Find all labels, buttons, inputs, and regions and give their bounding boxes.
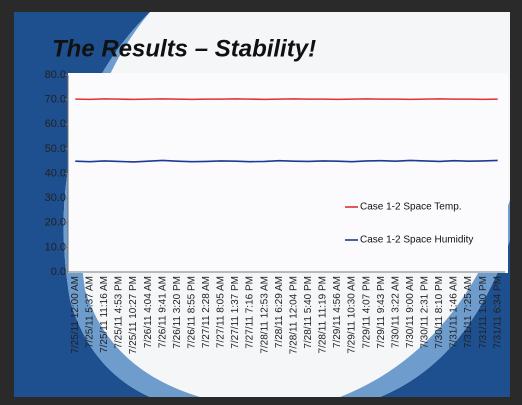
x-tick-label: 7/31/11 1:00 PM [478,276,489,349]
x-tick-label: 7/28/11 11:19 PM [318,276,329,353]
x-tick-label: 7/29/11 4:56 AM [332,276,343,348]
x-tick-label: 7/26/11 9:41 AM [157,276,168,348]
x-tick-label: 7/25/11 10:27 PM [128,276,139,354]
x-tick-label: 7/25/11 5:37 AM [84,276,95,348]
x-tick-label: 7/28/11 5:40 PM [303,276,314,349]
x-tick-label: 7/27/11 2:28 AM [201,276,212,348]
x-tick-label: 7/25/11 4:53 PM [114,276,125,349]
y-tick-label: 60.0 [45,118,66,130]
x-tick-label: 7/26/11 4:04 AM [143,276,154,348]
y-tick-label: 70.0 [45,94,66,106]
x-tick-label: 7/30/11 3:22 AM [390,276,401,348]
x-tick-label: 7/28/11 12:53 AM [259,276,270,354]
x-tick-label: 7/27/11 8:05 AM [216,276,227,348]
y-tick-label: 50.0 [45,143,66,155]
slide-photo: The Results – Stability! 0.0 10.0 20.0 30.0… [0,0,522,405]
x-tick-label: 7/29/11 4:07 PM [361,276,372,349]
x-tick-label: 7/29/11 9:43 PM [376,276,387,349]
x-tick-label: 7/25/11 12:00 AM [70,276,81,354]
y-tick-label: 40.0 [45,167,66,179]
x-tick-label: 7/30/11 9:00 AM [405,276,416,348]
chart-title: The Results – Stability! [52,35,316,62]
x-tick-label: 7/25/11 11:16 AM [99,276,110,353]
x-tick-label: 7/27/11 7:16 PM [245,276,256,349]
x-tick-label: 7/31/11 7:25 AM [463,276,474,348]
y-tick-label: 80.0 [45,69,66,81]
x-tick-label: 7/31/11 1:46 AM [449,276,460,348]
x-tick-label: 7/30/11 8:10 PM [434,276,445,349]
y-tick-label: 20.0 [45,217,66,229]
x-tick-label: 7/26/11 3:20 PM [172,276,183,349]
x-tick-label: 7/26/11 8:55 PM [186,276,197,349]
legend-label: Case 1-2 Space Humidity [360,235,473,246]
x-tick-label: 7/29/11 10:30 AM [347,276,358,354]
x-tick-label: 7/27/11 1:37 PM [230,276,241,349]
x-tick-label: 7/28/11 6:29 AM [274,276,285,348]
y-tick-label: 10.0 [45,241,66,253]
y-tick-label: 30.0 [45,192,66,204]
x-tick-label: 7/30/11 2:31 PM [420,276,431,349]
x-tick-label: 7/31/11 6:34 PM [492,276,503,349]
y-tick-label: 0.0 [51,266,66,278]
legend-label: Case 1-2 Space Temp. [360,202,462,213]
x-tick-label: 7/28/11 12:04 PM [288,276,299,354]
